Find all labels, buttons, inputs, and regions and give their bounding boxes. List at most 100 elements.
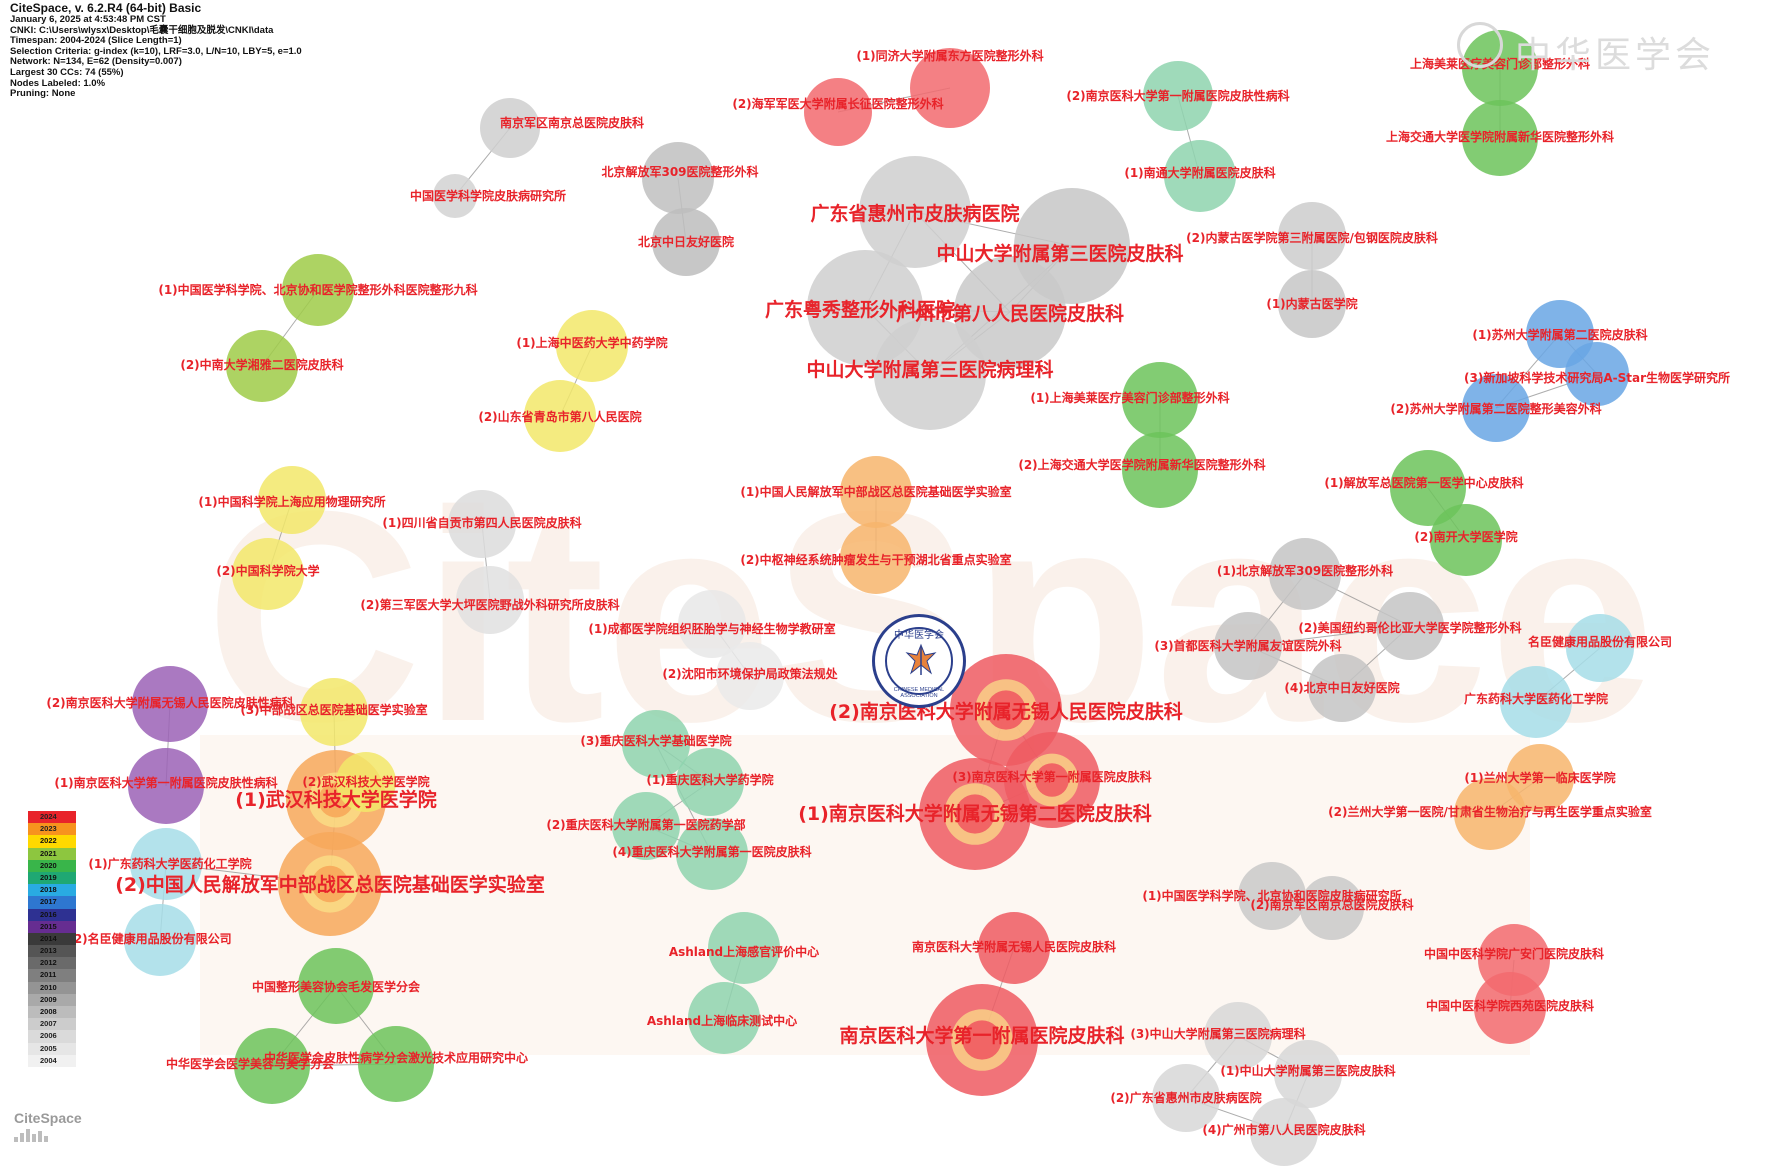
network-node[interactable] xyxy=(1308,654,1376,722)
network-node[interactable] xyxy=(132,666,208,742)
network-node[interactable] xyxy=(1204,1002,1272,1070)
node-label[interactable]: 中国中医科学院广安门医院皮肤科 xyxy=(1424,946,1604,961)
network-node[interactable] xyxy=(1122,362,1198,438)
node-circle[interactable] xyxy=(804,78,872,146)
node-label[interactable]: Ashland上海临床测试中心 xyxy=(647,1013,797,1028)
network-node[interactable] xyxy=(1164,140,1236,212)
node-circle[interactable] xyxy=(1278,202,1346,270)
node-circle[interactable] xyxy=(336,752,396,812)
node-label[interactable]: (1)中山大学附属第三医院皮肤科 xyxy=(1220,1063,1395,1078)
node-label[interactable]: (2)南开大学医学院 xyxy=(1414,529,1517,544)
node-label[interactable]: (2)海军军医大学附属长征医院整形外科 xyxy=(732,96,943,111)
node-label[interactable]: (4)广州市第八人民医院皮肤科 xyxy=(1202,1122,1365,1137)
network-node[interactable] xyxy=(926,984,1038,1096)
network-node[interactable] xyxy=(1152,1064,1220,1132)
node-label[interactable]: 广州市第八人民医院皮肤科 xyxy=(896,302,1124,325)
network-node[interactable] xyxy=(688,982,760,1054)
node-label[interactable]: (2)上海交通大学医学院附属新华医院整形外科 xyxy=(1018,457,1265,472)
node-label[interactable]: (1)重庆医科大学药学院 xyxy=(646,772,773,787)
node-circle[interactable] xyxy=(1122,432,1198,508)
network-node[interactable] xyxy=(874,318,986,430)
node-label[interactable]: (2)兰州大学第一医院/甘肃省生物治疗与再生医学重点实验室 xyxy=(1328,804,1652,819)
node-circle[interactable] xyxy=(676,818,748,890)
node-label[interactable]: (1)北京解放军309医院整形外科 xyxy=(1217,563,1393,578)
node-circle[interactable] xyxy=(1308,654,1376,722)
network-node[interactable] xyxy=(1214,612,1282,680)
node-label[interactable]: 中华医学会皮肤性病学分会激光技术应用研究中心 xyxy=(264,1050,528,1065)
node-circle[interactable] xyxy=(234,1028,310,1104)
network-node[interactable] xyxy=(480,98,540,158)
node-label[interactable]: (2)中国科学院大学 xyxy=(216,563,319,578)
node-circle[interactable] xyxy=(282,254,354,326)
node-circle[interactable] xyxy=(1143,61,1213,131)
node-circle[interactable] xyxy=(232,538,304,610)
node-label[interactable]: (2)美国纽约哥伦比亚大学医学院整形外科 xyxy=(1298,620,1521,635)
network-node[interactable] xyxy=(612,792,680,860)
node-label[interactable]: Ashland上海感官评价中心 xyxy=(669,944,819,959)
network-node[interactable] xyxy=(298,948,374,1024)
node-label[interactable]: 北京解放军309医院整形外科 xyxy=(601,164,758,179)
node-label[interactable]: 南京医科大学附属无锡人民医院皮肤科 xyxy=(912,939,1116,954)
node-label[interactable]: 上海美莱医疗美容门诊部整形外科 xyxy=(1410,56,1590,71)
node-label[interactable]: (2)中枢神经系统肿瘤发生与干预湖北省重点实验室 xyxy=(740,552,1011,567)
node-label[interactable]: (1)中国科学院上海应用物理研究所 xyxy=(198,494,385,509)
network-node[interactable] xyxy=(1269,538,1341,610)
network-node[interactable] xyxy=(124,904,196,976)
node-circle[interactable] xyxy=(1278,270,1346,338)
network-node[interactable] xyxy=(433,174,477,218)
node-circle[interactable] xyxy=(910,48,990,128)
node-circle[interactable] xyxy=(1500,666,1572,738)
network-node[interactable] xyxy=(622,710,690,778)
node-circle[interactable] xyxy=(124,904,196,976)
network-node[interactable] xyxy=(652,208,720,276)
node-label[interactable]: 中国医学科学院皮肤病研究所 xyxy=(410,188,566,203)
network-node[interactable] xyxy=(1462,100,1538,176)
network-node[interactable] xyxy=(232,538,304,610)
network-node[interactable] xyxy=(456,566,524,634)
node-label[interactable]: 广东粤秀整形外科医院 xyxy=(765,298,955,321)
node-circle[interactable] xyxy=(840,522,912,594)
network-node[interactable] xyxy=(716,642,784,710)
node-label[interactable]: (2)中南大学湘雅二医院皮肤科 xyxy=(180,357,343,372)
node-circle[interactable] xyxy=(226,330,298,402)
network-node[interactable] xyxy=(130,828,202,900)
node-circle[interactable] xyxy=(1250,1098,1318,1166)
node-circle[interactable] xyxy=(1462,374,1530,442)
node-label[interactable]: (1)兰州大学第一临床医学院 xyxy=(1464,770,1615,785)
network-node[interactable] xyxy=(234,1028,310,1104)
network-node[interactable] xyxy=(1566,614,1634,682)
node-label[interactable]: (3)南京医科大学第一附属医院皮肤科 xyxy=(952,769,1151,784)
network-node[interactable] xyxy=(1278,202,1346,270)
node-label[interactable]: (1)南京医科大学附属无锡第二医院皮肤科 xyxy=(798,802,1152,825)
network-node[interactable] xyxy=(978,912,1050,984)
network-node[interactable] xyxy=(840,456,912,528)
network-node[interactable] xyxy=(1250,1098,1318,1166)
network-node[interactable] xyxy=(954,256,1066,368)
network-node[interactable] xyxy=(448,490,516,558)
node-label[interactable]: (1)上海中医药大学中药学院 xyxy=(516,335,667,350)
node-circle[interactable] xyxy=(1274,1040,1342,1108)
network-node[interactable] xyxy=(919,758,1031,870)
node-circle[interactable] xyxy=(1122,362,1198,438)
node-circle[interactable] xyxy=(1454,778,1526,850)
node-label[interactable]: (1)成都医学院组织胚胎学与神经生物学教研室 xyxy=(588,621,835,636)
network-node[interactable] xyxy=(678,590,746,658)
node-circle[interactable] xyxy=(652,208,720,276)
network-node[interactable] xyxy=(556,310,628,382)
node-circle[interactable] xyxy=(1300,876,1364,940)
node-label[interactable]: (2)南京医科大学附属无锡人民医院皮肤科 xyxy=(829,700,1183,723)
node-label[interactable]: (2)内蒙古医学院第三附属医院/包钢医院皮肤科 xyxy=(1186,230,1438,245)
node-label[interactable]: (4)北京中日友好医院 xyxy=(1284,680,1399,695)
network-node[interactable] xyxy=(1500,666,1572,738)
node-circle[interactable] xyxy=(132,666,208,742)
node-label[interactable]: (2)广东省惠州市皮肤病医院 xyxy=(1110,1090,1261,1105)
node-label[interactable]: (1)解放军总医院第一医学中心皮肤科 xyxy=(1324,475,1523,490)
node-label[interactable]: (2)名臣健康用品股份有限公司 xyxy=(68,931,231,946)
network-node[interactable] xyxy=(840,522,912,594)
network-node[interactable] xyxy=(1143,61,1213,131)
node-circle[interactable] xyxy=(258,466,326,534)
node-label[interactable]: (3)新加坡科学技术研究局A-Star生物医学研究所 xyxy=(1464,370,1730,385)
node-circle[interactable] xyxy=(1390,450,1466,526)
network-node[interactable] xyxy=(1004,732,1100,828)
